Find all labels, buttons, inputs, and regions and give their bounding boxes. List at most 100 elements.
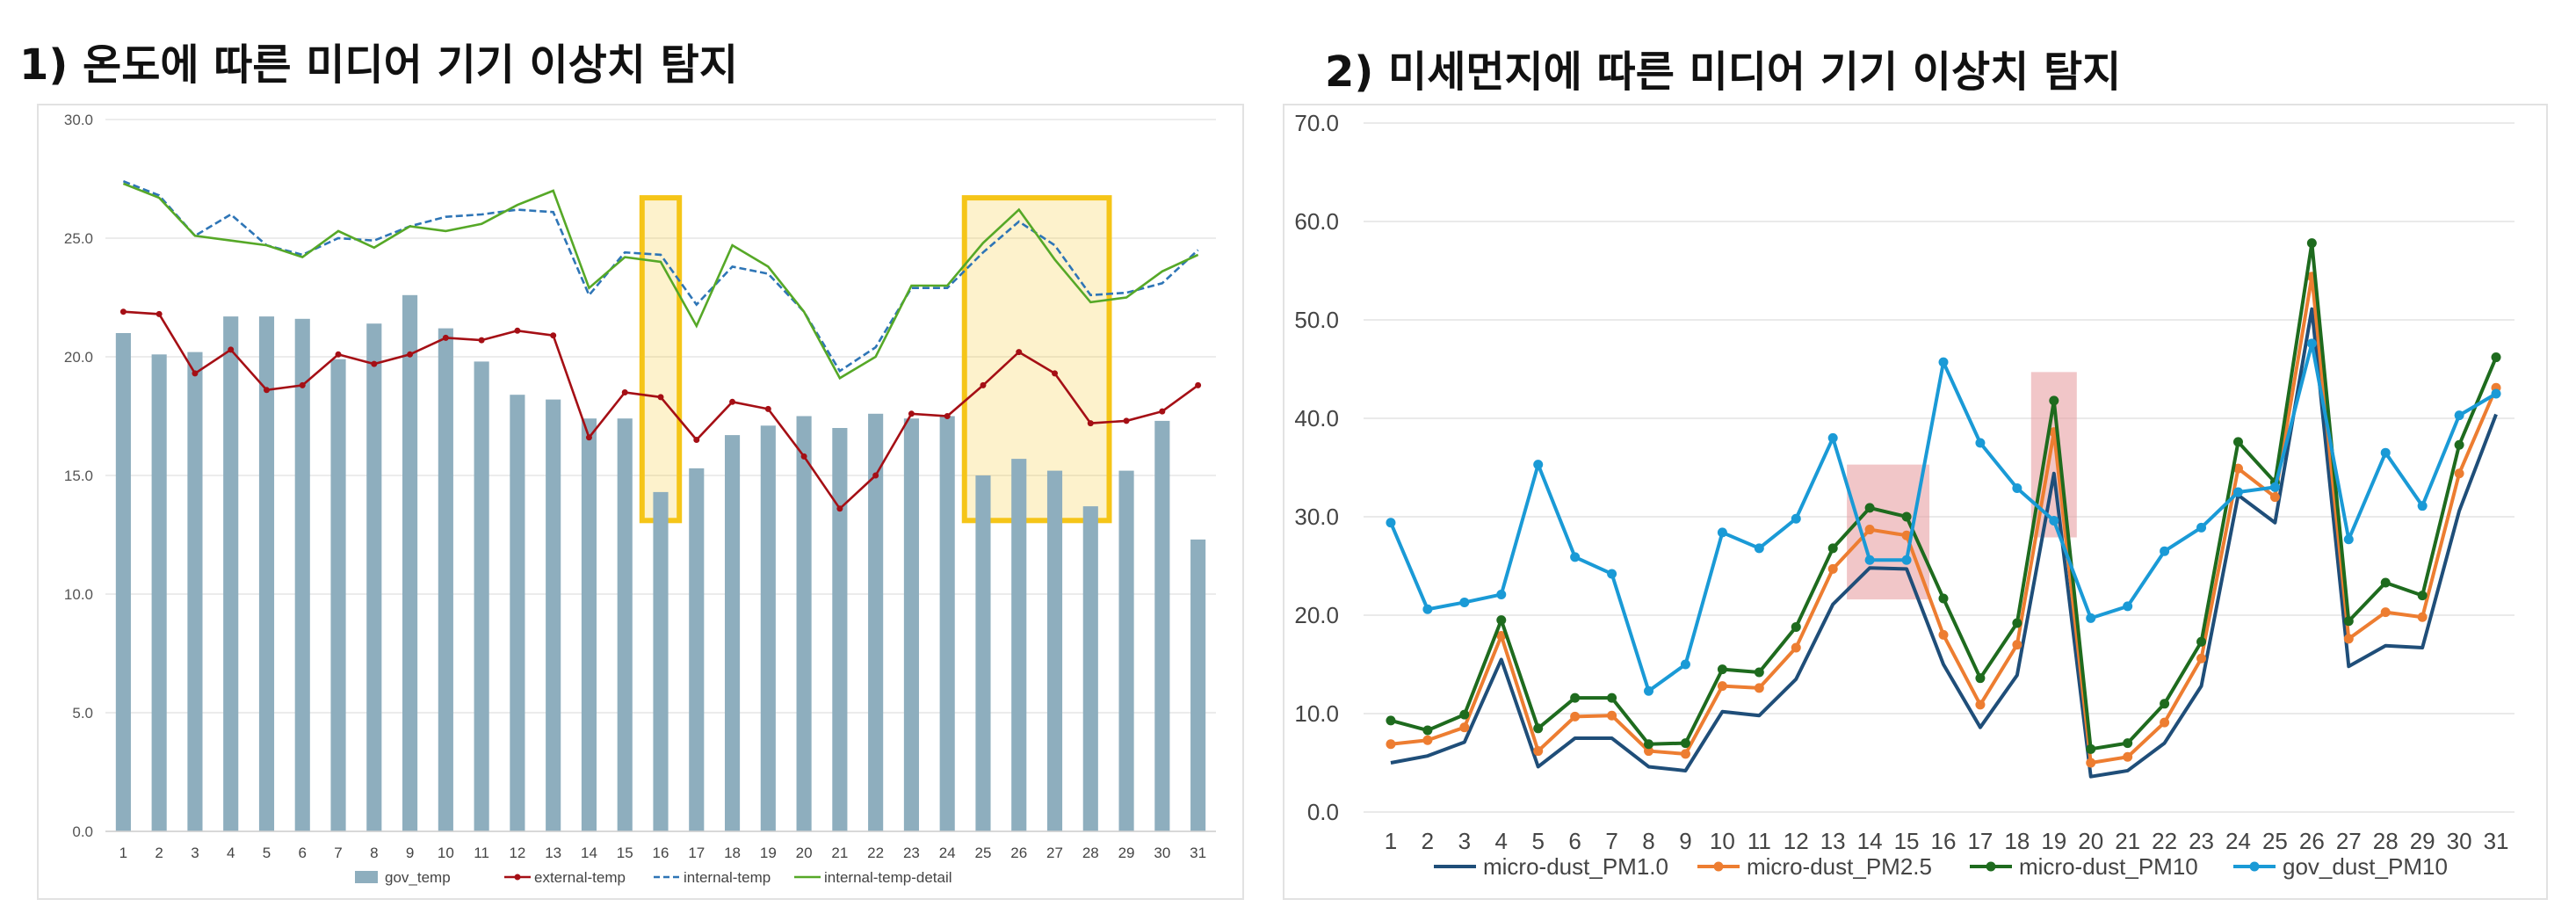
point-micro-dust_PM2.5 bbox=[2196, 653, 2207, 664]
point-gov_dust_PM10 bbox=[2343, 534, 2354, 545]
point-external-temp bbox=[299, 381, 306, 388]
point-gov_dust_PM10 bbox=[2049, 515, 2059, 526]
x-tick-label: 5 bbox=[1531, 828, 1544, 854]
point-gov_dust_PM10 bbox=[1901, 555, 1912, 565]
y-tick-label: 10.0 bbox=[1294, 700, 1339, 727]
x-tick-label: 21 bbox=[2115, 828, 2140, 854]
y-tick-label: 15.0 bbox=[64, 468, 93, 484]
x-tick-label: 23 bbox=[2189, 828, 2214, 854]
x-tick-label: 15 bbox=[1894, 828, 1920, 854]
bar-gov-temp bbox=[294, 318, 310, 831]
anomaly-highlight-box bbox=[639, 195, 683, 524]
point-micro-dust_PM2.5 bbox=[1422, 735, 1433, 745]
legend-label-external-temp: external-temp bbox=[534, 869, 626, 886]
point-gov_dust_PM10 bbox=[2380, 447, 2391, 458]
point-micro-dust_PM2.5 bbox=[1864, 525, 1875, 535]
y-tick-label: 60.0 bbox=[1294, 208, 1339, 235]
point-micro-dust_PM10 bbox=[1975, 673, 1986, 684]
bar-gov-temp bbox=[1154, 420, 1170, 831]
x-tick-label: 17 bbox=[1967, 828, 1993, 854]
legend-label-internal-temp: internal-temp bbox=[684, 869, 771, 886]
point-external-temp bbox=[1195, 381, 1202, 388]
point-micro-dust_PM10 bbox=[1607, 693, 1617, 703]
point-external-temp bbox=[335, 351, 342, 358]
x-tick-label: 3 bbox=[1458, 828, 1471, 854]
point-micro-dust_PM2.5 bbox=[1680, 749, 1690, 759]
y-tick-label: 0.0 bbox=[72, 823, 93, 840]
x-tick-label: 3 bbox=[191, 845, 199, 861]
point-micro-dust_PM2.5 bbox=[1644, 746, 1654, 757]
x-tick-label: 1 bbox=[1385, 828, 1397, 854]
point-micro-dust_PM10 bbox=[2049, 395, 2059, 406]
x-tick-label: 7 bbox=[1605, 828, 1617, 854]
point-external-temp bbox=[1159, 408, 1166, 415]
x-tick-label: 13 bbox=[545, 845, 561, 861]
point-external-temp bbox=[514, 327, 521, 334]
anomaly-highlight-box bbox=[961, 195, 1112, 524]
point-micro-dust_PM10 bbox=[1570, 693, 1581, 703]
y-tick-label: 20.0 bbox=[64, 349, 93, 366]
point-external-temp bbox=[693, 437, 700, 443]
point-micro-dust_PM2.5 bbox=[1827, 563, 1838, 574]
legend-marker-gov_dust_PM10 bbox=[2249, 861, 2260, 872]
legend-marker-micro-dust_PM2.5 bbox=[1713, 861, 1724, 872]
bar-gov-temp bbox=[258, 316, 275, 832]
point-gov_dust_PM10 bbox=[2306, 338, 2317, 349]
legend-marker-external-temp bbox=[514, 874, 521, 881]
legend-label-micro-dust_PM10: micro-dust_PM10 bbox=[2019, 853, 2198, 880]
x-tick-label: 13 bbox=[1820, 828, 1846, 854]
x-tick-label: 29 bbox=[2410, 828, 2435, 854]
point-micro-dust_PM10 bbox=[2012, 618, 2022, 628]
point-micro-dust_PM2.5 bbox=[2269, 492, 2280, 503]
point-micro-dust_PM10 bbox=[1533, 723, 1544, 734]
x-tick-label: 1 bbox=[119, 845, 127, 861]
x-tick-label: 2 bbox=[155, 845, 163, 861]
legend-label-gov_dust_PM10: gov_dust_PM10 bbox=[2283, 853, 2448, 880]
point-micro-dust_PM10 bbox=[1864, 503, 1875, 513]
bar-gov-temp bbox=[402, 294, 418, 831]
point-gov_dust_PM10 bbox=[1607, 569, 1617, 579]
x-tick-label: 24 bbox=[939, 845, 956, 861]
series-line-micro-dust_PM1.0 bbox=[1390, 307, 2498, 779]
point-external-temp bbox=[371, 360, 378, 367]
bar-gov-temp bbox=[510, 395, 525, 831]
point-gov_dust_PM10 bbox=[2012, 483, 2022, 494]
bar-gov-temp bbox=[546, 399, 561, 831]
point-external-temp bbox=[156, 310, 163, 317]
legend-label-gov_temp: gov_temp bbox=[385, 869, 451, 886]
x-tick-label: 20 bbox=[2078, 828, 2103, 854]
point-external-temp bbox=[800, 453, 807, 460]
bar-gov-temp bbox=[868, 413, 884, 831]
point-external-temp bbox=[585, 434, 592, 441]
bar-gov-temp bbox=[581, 418, 597, 831]
x-tick-label: 4 bbox=[1495, 828, 1508, 854]
y-tick-label: 30.0 bbox=[64, 112, 93, 128]
y-tick-label: 0.0 bbox=[1307, 799, 1339, 825]
x-tick-label: 28 bbox=[2373, 828, 2399, 854]
point-micro-dust_PM10 bbox=[2491, 352, 2501, 363]
point-gov_dust_PM10 bbox=[1975, 438, 1986, 448]
point-gov_dust_PM10 bbox=[2232, 487, 2243, 497]
bar-gov-temp bbox=[724, 435, 741, 831]
x-tick-label: 27 bbox=[1046, 845, 1063, 861]
point-micro-dust_PM2.5 bbox=[2123, 751, 2133, 762]
bar-gov-temp bbox=[760, 425, 776, 831]
point-external-temp bbox=[1016, 349, 1023, 356]
bar-gov-temp bbox=[1082, 506, 1098, 831]
point-micro-dust_PM2.5 bbox=[2086, 758, 2096, 768]
point-micro-dust_PM10 bbox=[1791, 621, 1801, 632]
x-tick-label: 18 bbox=[2004, 828, 2030, 854]
x-tick-label: 31 bbox=[2484, 828, 2509, 854]
point-micro-dust_PM10 bbox=[2123, 738, 2133, 749]
legend-label-micro-dust_PM1.0: micro-dust_PM1.0 bbox=[1483, 853, 1668, 880]
bar-gov-temp bbox=[187, 352, 203, 832]
point-micro-dust_PM2.5 bbox=[1459, 722, 1470, 733]
y-tick-label: 25.0 bbox=[64, 230, 93, 247]
x-tick-label: 25 bbox=[975, 845, 992, 861]
point-micro-dust_PM2.5 bbox=[1570, 711, 1581, 722]
point-external-temp bbox=[1052, 370, 1059, 377]
point-micro-dust_PM10 bbox=[2086, 743, 2096, 754]
x-tick-label: 19 bbox=[2041, 828, 2066, 854]
y-tick-label: 30.0 bbox=[1294, 504, 1339, 530]
point-external-temp bbox=[908, 410, 915, 417]
